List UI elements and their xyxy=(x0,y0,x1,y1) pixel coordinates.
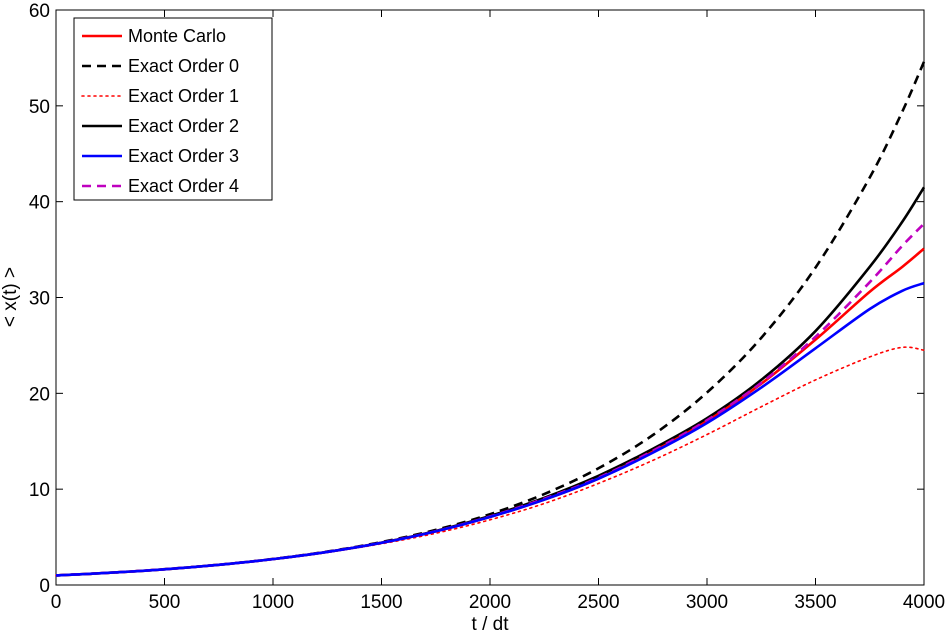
legend-label: Exact Order 0 xyxy=(128,56,239,76)
y-tick-label: 40 xyxy=(29,193,50,214)
y-tick-label: 50 xyxy=(29,97,50,118)
x-tick-label: 2000 xyxy=(469,592,511,613)
x-tick-label: 1000 xyxy=(252,592,294,613)
x-tick-label: 3500 xyxy=(794,592,836,613)
x-tick-label: 0 xyxy=(51,592,62,613)
x-tick-label: 3000 xyxy=(686,592,728,613)
y-tick-label: 20 xyxy=(29,384,50,405)
series-lines xyxy=(55,61,926,577)
legend-label: Exact Order 3 xyxy=(128,146,239,166)
y-tick-label: 0 xyxy=(39,576,50,597)
y-tick-label: 60 xyxy=(29,1,50,22)
x-tick-label: 2500 xyxy=(577,592,619,613)
x-axis-title: t / dt xyxy=(472,614,510,633)
x-axis-ticks: 0 500 1000 1500 2000 2500 3000 3500 4000 xyxy=(51,10,945,613)
y-tick-label: 30 xyxy=(29,289,50,310)
x-tick-label: 500 xyxy=(149,592,181,613)
legend-label: Exact Order 2 xyxy=(128,116,239,136)
x-tick-label: 4000 xyxy=(903,592,945,613)
x-tick-label: 1500 xyxy=(360,592,402,613)
y-axis-ticks: 0 10 20 30 40 50 60 xyxy=(29,1,924,597)
legend: Monte Carlo Exact Order 0 Exact Order 1 Exa… xyxy=(73,17,273,201)
y-axis-title: < x(t) > xyxy=(0,267,21,327)
legend-label: Exact Order 1 xyxy=(128,86,239,106)
legend-label: Monte Carlo xyxy=(128,26,226,46)
legend-label: Exact Order 4 xyxy=(128,176,239,196)
series-line-exact-order-0 xyxy=(55,61,926,577)
y-tick-label: 10 xyxy=(29,480,50,501)
legend-box xyxy=(73,17,273,201)
series-line-exact-order-3 xyxy=(55,281,925,577)
